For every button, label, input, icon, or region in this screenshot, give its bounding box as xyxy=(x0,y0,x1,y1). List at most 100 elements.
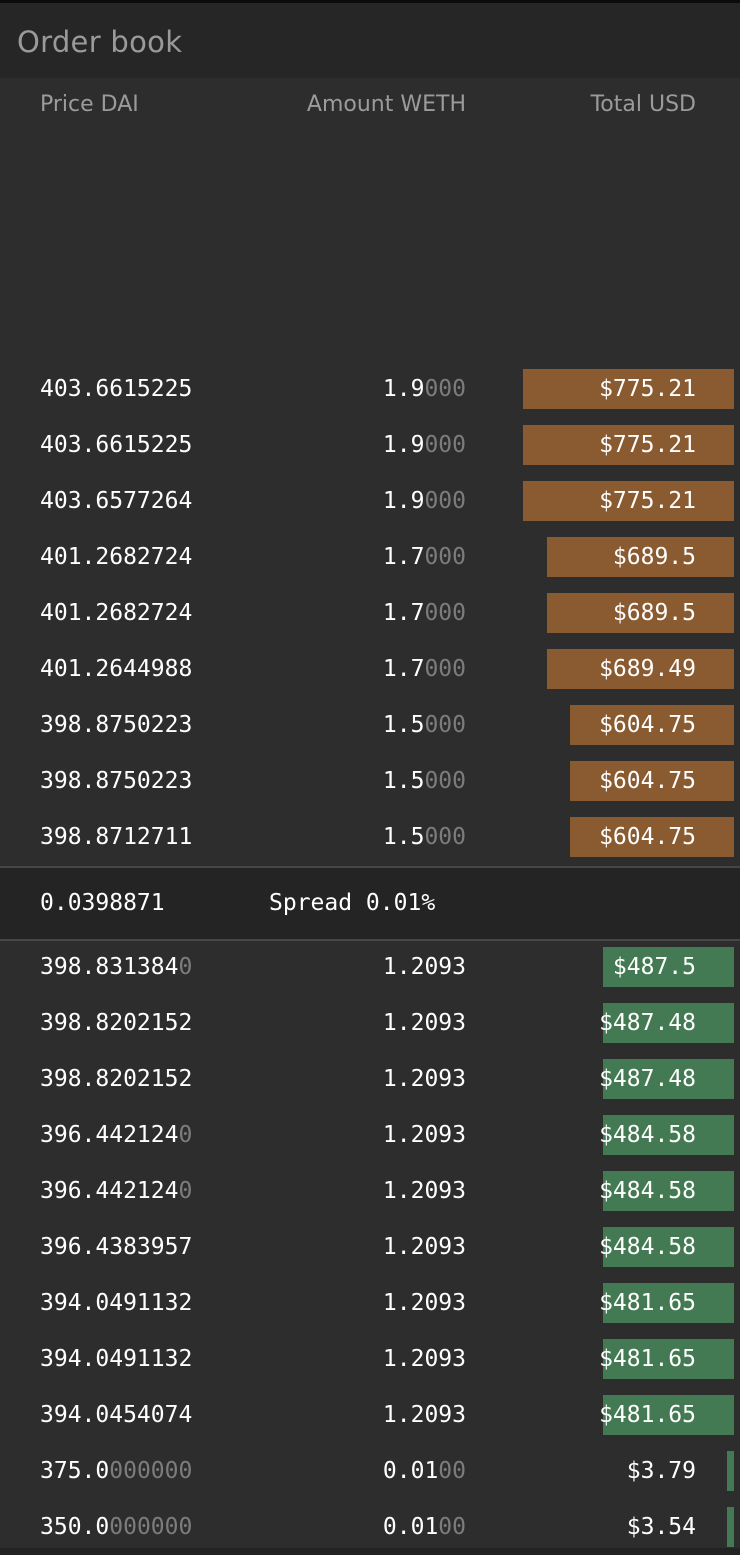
total-cell: $775.21 xyxy=(599,488,696,514)
amount-trailing-zeros: 000 xyxy=(424,712,466,738)
amount-value: 1.2093 xyxy=(382,954,466,980)
column-header-total[interactable]: Total USD xyxy=(590,92,696,117)
price-value: 394.0491132 xyxy=(40,1290,193,1316)
spread-value: 0.0398871 xyxy=(40,890,165,916)
amount-cell: 0.0100 xyxy=(383,1443,466,1499)
price-value: 401.2682724 xyxy=(40,544,193,570)
ask-depth-bar xyxy=(570,761,734,801)
amount-value: 1.5 xyxy=(382,712,425,738)
amount-trailing-zeros: 000 xyxy=(424,768,466,794)
amount-value: 1.7 xyxy=(382,656,425,682)
bid-depth-bar xyxy=(727,1451,734,1491)
price-value: 396.442124 xyxy=(40,1178,179,1204)
price-cell: 398.8313840 xyxy=(40,939,192,995)
bid-row[interactable]: 398.8202152 1.2093 $487.48 xyxy=(0,995,740,1051)
spread-row: 0.0398871 Spread 0.01% xyxy=(0,866,740,941)
ask-row[interactable]: 403.6615225 1.9000 $775.21 xyxy=(0,361,740,417)
price-cell: 396.4421240 xyxy=(40,1107,192,1163)
bid-row[interactable]: 398.8202152 1.2093 $487.48 xyxy=(0,1051,740,1107)
amount-trailing-zeros: 00 xyxy=(438,1514,466,1540)
bid-depth-bar xyxy=(603,1003,734,1043)
amount-value: 1.2093 xyxy=(382,1010,466,1036)
total-cell: $3.79 xyxy=(626,1458,696,1484)
amount-trailing-zeros: 000 xyxy=(424,432,466,458)
amount-cell: 1.2093 xyxy=(383,939,466,995)
price-value: 398.8202152 xyxy=(40,1066,193,1092)
amount-value: 1.5 xyxy=(382,768,425,794)
ask-row[interactable]: 403.6615225 1.9000 $775.21 xyxy=(0,417,740,473)
column-header-amount[interactable]: Amount WETH xyxy=(306,92,466,117)
ask-row[interactable]: 398.8712711 1.5000 $604.75 xyxy=(0,809,740,865)
total-cell: $484.58 xyxy=(599,1122,696,1148)
ask-depth-bar xyxy=(523,481,734,521)
price-value: 403.6615225 xyxy=(40,432,193,458)
amount-cell: 1.2093 xyxy=(383,1051,466,1107)
ask-depth-bar xyxy=(523,425,734,465)
price-value: 350.0 xyxy=(40,1514,110,1540)
price-cell: 403.6615225 xyxy=(40,361,192,417)
bid-row[interactable]: 398.8313840 1.2093 $487.5 xyxy=(0,939,740,995)
ask-row[interactable]: 401.2682724 1.7000 $689.5 xyxy=(0,529,740,585)
amount-cell: 1.7000 xyxy=(383,529,466,585)
ask-row[interactable]: 401.2644988 1.7000 $689.49 xyxy=(0,641,740,697)
price-value: 398.8750223 xyxy=(40,768,193,794)
ask-row[interactable]: 401.2682724 1.7000 $689.5 xyxy=(0,585,740,641)
amount-trailing-zeros: 000 xyxy=(424,544,466,570)
amount-cell: 1.9000 xyxy=(383,473,466,529)
total-cell: $487.48 xyxy=(599,1066,696,1092)
amount-value: 1.9 xyxy=(382,432,425,458)
amount-value: 1.2093 xyxy=(382,1178,466,1204)
total-cell: $3.54 xyxy=(626,1514,696,1540)
bid-depth-bar xyxy=(603,1115,734,1155)
amount-cell: 1.2093 xyxy=(383,1331,466,1387)
ask-row[interactable]: 403.6577264 1.9000 $775.21 xyxy=(0,473,740,529)
amount-cell: 1.2093 xyxy=(383,1387,466,1443)
amount-cell: 1.7000 xyxy=(383,585,466,641)
ask-row[interactable]: 398.8750223 1.5000 $604.75 xyxy=(0,753,740,809)
price-value: 398.8712711 xyxy=(40,824,193,850)
price-cell: 394.0454074 xyxy=(40,1387,192,1443)
ask-depth-bar xyxy=(547,537,734,577)
price-value: 403.6577264 xyxy=(40,488,193,514)
bid-row[interactable]: 394.0454074 1.2093 $481.65 xyxy=(0,1387,740,1443)
ask-depth-bar xyxy=(547,593,734,633)
amount-value: 0.01 xyxy=(382,1458,439,1484)
amount-cell: 1.9000 xyxy=(383,361,466,417)
ask-row[interactable]: 398.8750223 1.5000 $604.75 xyxy=(0,697,740,753)
bid-row[interactable]: 394.0491132 1.2093 $481.65 xyxy=(0,1331,740,1387)
amount-cell: 1.5000 xyxy=(383,809,466,865)
price-cell: 398.8202152 xyxy=(40,995,192,1051)
amount-cell: 1.5000 xyxy=(383,697,466,753)
price-cell: 398.8202152 xyxy=(40,1051,192,1107)
spread-label: Spread 0.01% xyxy=(269,890,436,916)
price-value: 394.0454074 xyxy=(40,1402,193,1428)
amount-value: 1.7 xyxy=(382,544,425,570)
bid-row[interactable]: 375.0000000 0.0100 $3.79 xyxy=(0,1443,740,1499)
total-cell: $604.75 xyxy=(599,824,696,850)
amount-value: 1.9 xyxy=(382,488,425,514)
bid-depth-bar xyxy=(603,1227,734,1267)
price-cell: 394.0491132 xyxy=(40,1331,192,1387)
bid-row[interactable]: 396.4421240 1.2093 $484.58 xyxy=(0,1163,740,1219)
price-cell: 394.0491132 xyxy=(40,1275,192,1331)
price-cell: 401.2682724 xyxy=(40,529,192,585)
bid-row[interactable]: 350.0000000 0.0100 $3.54 xyxy=(0,1499,740,1555)
amount-trailing-zeros: 000 xyxy=(424,656,466,682)
amount-cell: 1.2093 xyxy=(383,1163,466,1219)
amount-cell: 1.5000 xyxy=(383,753,466,809)
price-value: 398.8750223 xyxy=(40,712,193,738)
amount-value: 1.2093 xyxy=(382,1402,466,1428)
amount-trailing-zeros: 00 xyxy=(438,1458,466,1484)
bid-depth-bar xyxy=(727,1507,734,1547)
amount-trailing-zeros: 000 xyxy=(424,488,466,514)
column-header-price[interactable]: Price DAI xyxy=(40,92,139,117)
amount-trailing-zeros: 000 xyxy=(424,600,466,626)
price-value: 401.2644988 xyxy=(40,656,193,682)
window-top-border xyxy=(0,0,740,3)
amount-value: 1.2093 xyxy=(382,1346,466,1372)
bid-row[interactable]: 396.4383957 1.2093 $484.58 xyxy=(0,1219,740,1275)
bid-row[interactable]: 394.0491132 1.2093 $481.65 xyxy=(0,1275,740,1331)
bid-row[interactable]: 396.4421240 1.2093 $484.58 xyxy=(0,1107,740,1163)
amount-cell: 1.2093 xyxy=(383,995,466,1051)
amount-cell: 1.2093 xyxy=(383,1275,466,1331)
